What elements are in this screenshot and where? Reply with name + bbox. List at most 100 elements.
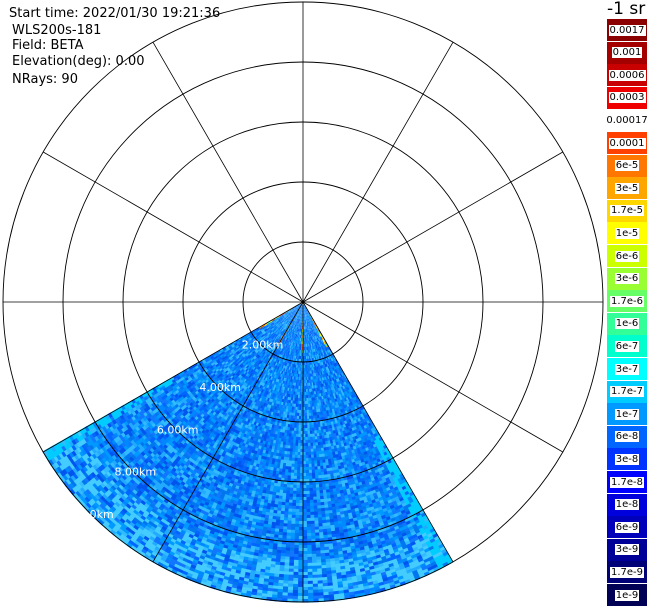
data-cell bbox=[329, 371, 333, 376]
data-cell bbox=[402, 576, 410, 582]
data-cell bbox=[308, 312, 311, 316]
data-cell bbox=[315, 345, 318, 349]
data-cell bbox=[314, 326, 317, 330]
data-cell bbox=[311, 327, 314, 331]
data-cell bbox=[309, 334, 311, 338]
data-cell bbox=[314, 335, 317, 340]
data-cell bbox=[319, 337, 322, 341]
data-cell bbox=[320, 346, 323, 351]
data-cell bbox=[312, 327, 315, 331]
data-cell bbox=[319, 371, 322, 376]
data-cell bbox=[332, 367, 335, 372]
data-cell bbox=[401, 557, 408, 564]
data-cell bbox=[313, 323, 316, 327]
data-cell bbox=[394, 582, 401, 589]
data-cell bbox=[425, 563, 433, 570]
data-cell bbox=[428, 558, 436, 565]
data-cell bbox=[325, 344, 328, 348]
data-cell bbox=[305, 310, 307, 315]
data-cell bbox=[323, 348, 327, 352]
data-cell bbox=[414, 552, 422, 558]
data-cell bbox=[324, 344, 328, 348]
data-cell bbox=[320, 371, 323, 376]
data-cell bbox=[309, 315, 312, 319]
data-cell bbox=[314, 329, 317, 334]
data-cell bbox=[337, 364, 341, 369]
data-cell bbox=[322, 348, 325, 353]
data-cell bbox=[321, 342, 324, 347]
data-cell bbox=[417, 570, 424, 577]
data-cell bbox=[306, 316, 308, 321]
data-cell bbox=[313, 323, 316, 327]
data-cell bbox=[307, 316, 309, 320]
data-cell bbox=[309, 325, 311, 329]
data-cell bbox=[331, 389, 335, 394]
data-cell bbox=[315, 335, 318, 339]
data-cell bbox=[393, 551, 400, 557]
data-cell bbox=[306, 310, 309, 314]
data-cell bbox=[304, 304, 306, 309]
data-cell bbox=[306, 313, 308, 318]
data-cell bbox=[319, 362, 322, 367]
data-cell bbox=[312, 327, 314, 331]
data-cell bbox=[421, 568, 429, 575]
data-cell bbox=[316, 331, 319, 336]
data-cell bbox=[323, 351, 326, 356]
data-cell bbox=[407, 574, 415, 581]
data-cell bbox=[306, 319, 308, 324]
data-cell bbox=[409, 564, 416, 570]
data-cell bbox=[330, 364, 334, 369]
data-cell bbox=[315, 354, 318, 358]
data-cell bbox=[305, 310, 306, 315]
data-cell bbox=[311, 333, 314, 338]
data-cell bbox=[326, 379, 330, 383]
data-cell bbox=[307, 313, 310, 317]
data-cell bbox=[305, 307, 307, 311]
data-cell bbox=[325, 357, 328, 361]
data-cell bbox=[313, 323, 316, 327]
data-cell bbox=[315, 325, 318, 330]
data-cell bbox=[309, 315, 311, 319]
data-cell bbox=[312, 330, 314, 334]
data-cell bbox=[318, 330, 321, 335]
data-cell bbox=[307, 316, 310, 320]
data-cell bbox=[309, 321, 311, 326]
data-cell bbox=[408, 561, 415, 568]
data-cell bbox=[322, 380, 325, 385]
data-cell bbox=[318, 344, 321, 348]
data-cell bbox=[427, 568, 435, 575]
data-cell bbox=[333, 363, 336, 368]
data-cell bbox=[313, 326, 316, 331]
data-cell bbox=[314, 354, 316, 359]
data-cell bbox=[318, 353, 321, 358]
data-cell bbox=[327, 428, 331, 433]
data-cell bbox=[319, 368, 322, 373]
data-cell bbox=[331, 360, 335, 365]
data-cell bbox=[322, 338, 326, 343]
data-cell bbox=[303, 304, 305, 309]
data-cell bbox=[310, 315, 312, 319]
data-cell bbox=[309, 325, 312, 329]
data-cell bbox=[322, 361, 325, 366]
data-cell bbox=[319, 353, 322, 357]
data-cell bbox=[403, 550, 410, 556]
data-cell bbox=[321, 349, 324, 353]
data-cell bbox=[315, 341, 318, 346]
data-cell bbox=[312, 320, 315, 324]
data-cell bbox=[308, 318, 311, 323]
data-cell bbox=[313, 329, 316, 334]
data-cell bbox=[323, 345, 326, 349]
data-cell bbox=[303, 304, 305, 309]
data-cell bbox=[405, 556, 413, 562]
data-cell bbox=[321, 345, 324, 350]
data-cell bbox=[323, 358, 326, 362]
data-cell bbox=[328, 365, 332, 370]
data-cell bbox=[411, 569, 419, 576]
data-cell bbox=[324, 350, 328, 355]
data-cell bbox=[317, 347, 320, 352]
data-cell bbox=[315, 363, 318, 368]
data-cell bbox=[311, 321, 313, 325]
data-cell bbox=[329, 384, 333, 389]
data-cell bbox=[400, 555, 407, 561]
data-cell bbox=[317, 360, 320, 364]
